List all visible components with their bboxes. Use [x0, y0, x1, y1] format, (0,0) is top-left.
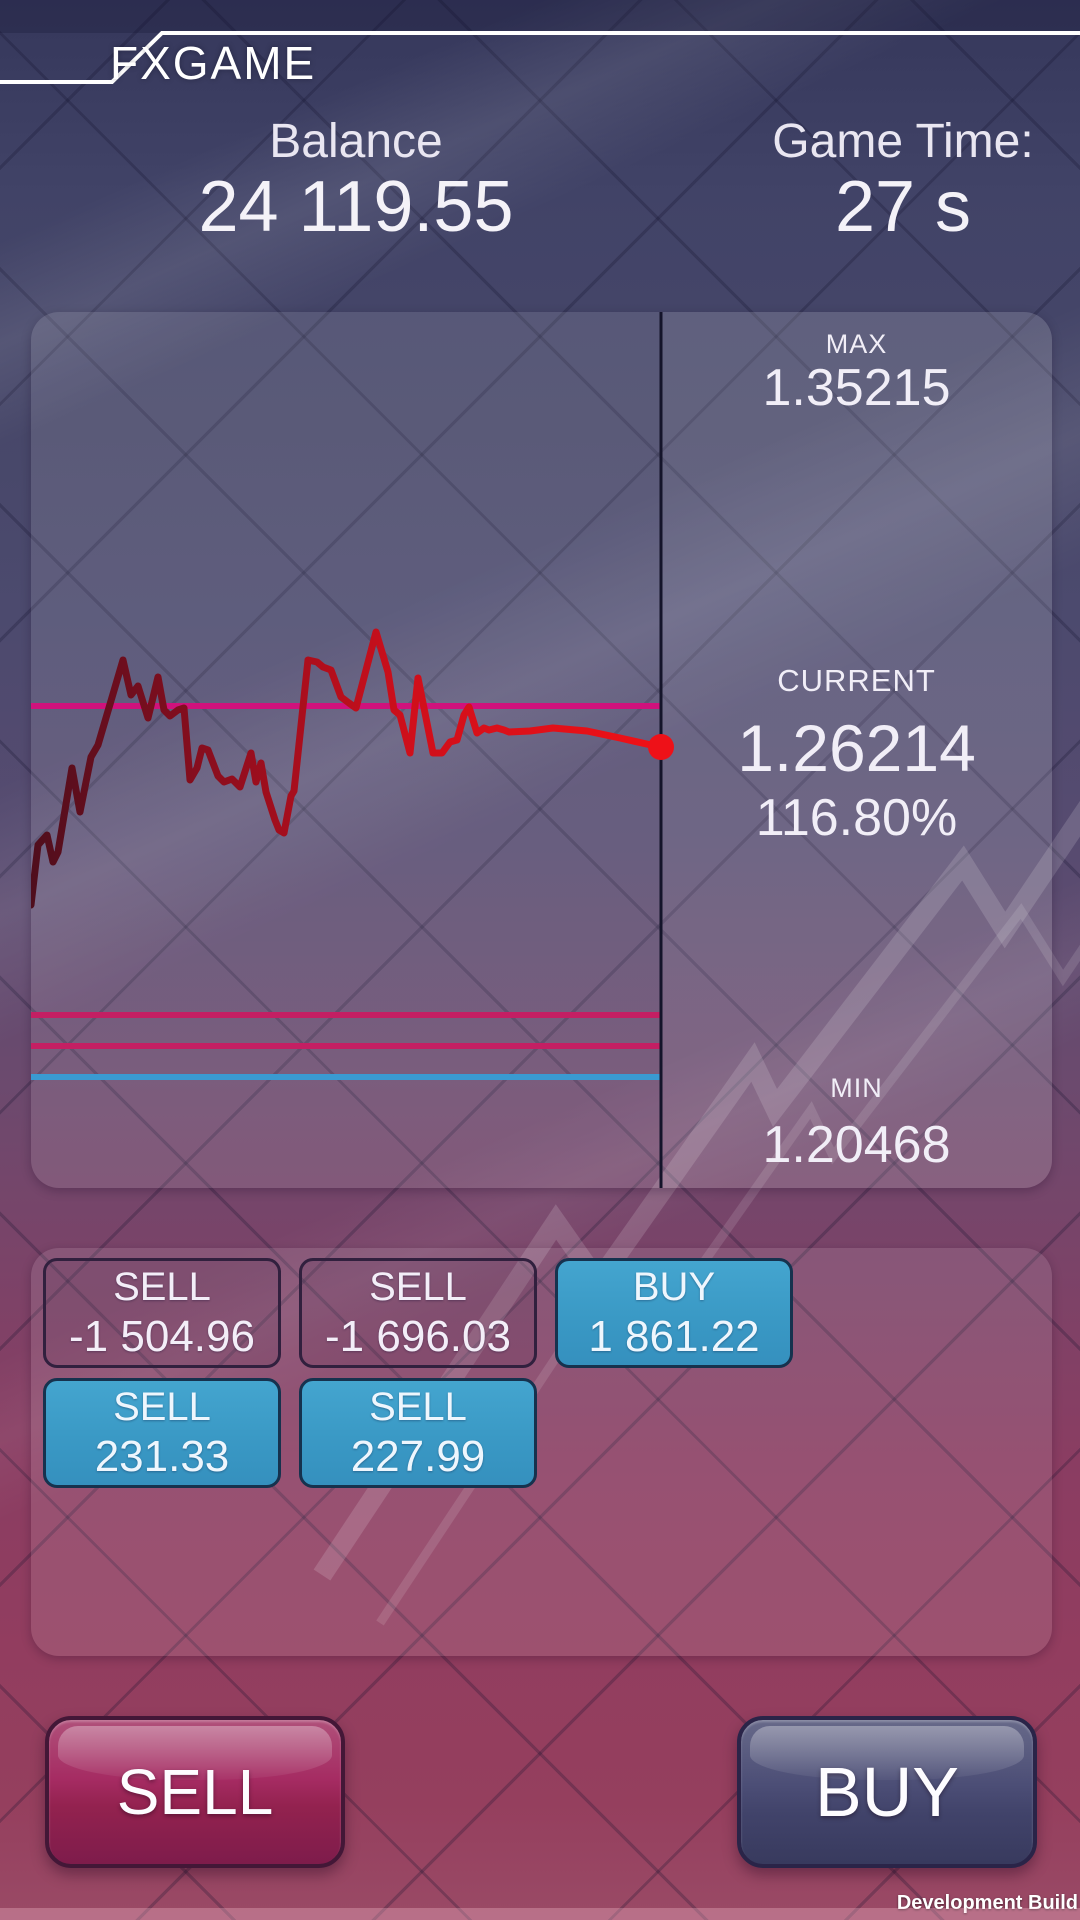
trade-sell-button-3[interactable]: SELL 231.33: [43, 1378, 281, 1488]
development-build-watermark: Development Build: [896, 1892, 1078, 1914]
game-time-label: Game Time:: [772, 115, 1034, 168]
max-value: 1.35215: [762, 359, 951, 417]
current-price-dot: [648, 734, 674, 760]
trade-button-label: SELL: [369, 1385, 467, 1429]
trade-button-label: SELL: [369, 1265, 467, 1309]
trade-sell-button-4[interactable]: SELL 227.99: [299, 1378, 537, 1488]
price-line: [31, 628, 665, 909]
trade-button-label: SELL: [113, 1265, 211, 1309]
trade-button-value: 231.33: [94, 1432, 230, 1481]
sell-button-label: SELL: [116, 1756, 274, 1828]
trade-button-label: SELL: [113, 1385, 211, 1429]
info-column-shade: [661, 312, 1052, 1188]
trade-button-value: -1 504.96: [69, 1312, 255, 1361]
buy-button-label: BUY: [815, 1753, 959, 1831]
sell-button[interactable]: SELL: [45, 1716, 345, 1868]
button-gloss: [58, 1726, 332, 1780]
min-label: MIN: [830, 1073, 883, 1103]
current-label: CURRENT: [777, 663, 936, 698]
current-value: 1.26214: [737, 711, 976, 785]
min-value: 1.20468: [762, 1116, 951, 1174]
app-logo: FXGAME: [110, 37, 317, 89]
trade-button-label: BUY: [632, 1265, 716, 1309]
button-gloss: [750, 1726, 1024, 1780]
price-chart: [31, 312, 674, 1188]
balance-value: 24 119.55: [198, 167, 514, 247]
game-time-value: 27 s: [834, 167, 972, 247]
trade-button-value: 227.99: [350, 1432, 486, 1481]
max-label: MAX: [825, 329, 888, 359]
current-percent: 116.80%: [755, 789, 958, 847]
header-line: [0, 31, 1080, 84]
trade-button-value: -1 696.03: [325, 1312, 511, 1361]
open-trades-panel: SELL -1 504.96 SELL -1 696.03 BUY 1 861.…: [31, 1248, 1052, 1656]
trade-button-value: 1 861.22: [588, 1312, 760, 1361]
top-bar-shade: [0, 0, 1080, 33]
chart-panel: MAX 1.35215 CURRENT 1.26214 116.80% MIN …: [31, 312, 1052, 1188]
trade-buy-button[interactable]: BUY 1 861.22: [555, 1258, 793, 1368]
bottom-edge-highlight: [0, 1908, 1080, 1920]
buy-button[interactable]: BUY: [737, 1716, 1037, 1868]
trade-sell-button-2[interactable]: SELL -1 696.03: [299, 1258, 537, 1368]
trade-sell-button-1[interactable]: SELL -1 504.96: [43, 1258, 281, 1368]
balance-label: Balance: [269, 115, 443, 168]
